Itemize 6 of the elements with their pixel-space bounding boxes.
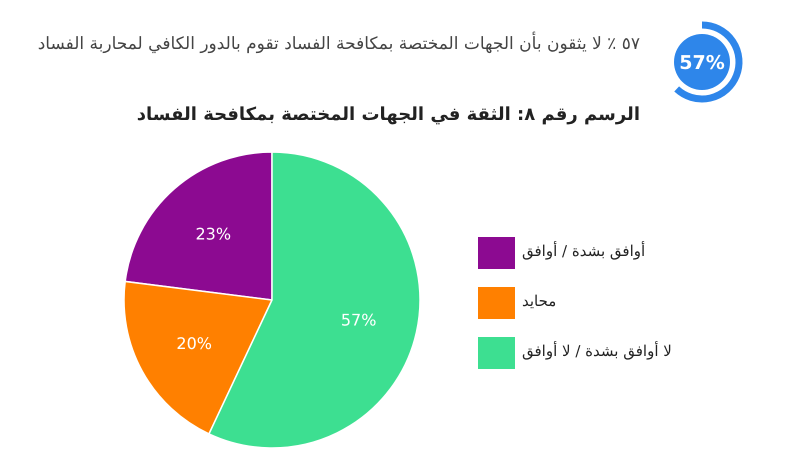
data-label: 57% (340, 310, 376, 330)
data-label: 23% (195, 224, 232, 244)
title: الرسم رقم ٨: الثقة في الجهات المختصة بمكافحة الفساد (136, 104, 640, 125)
subtitle: ٥٧ ٪ لا يثقون بأن الجهات المختصة بمكافحة الفساد تقوم بالدور الكافي لمحاربة الفساد (30, 30, 640, 59)
data-label: 20% (176, 334, 212, 353)
text: 57% (679, 52, 725, 74)
